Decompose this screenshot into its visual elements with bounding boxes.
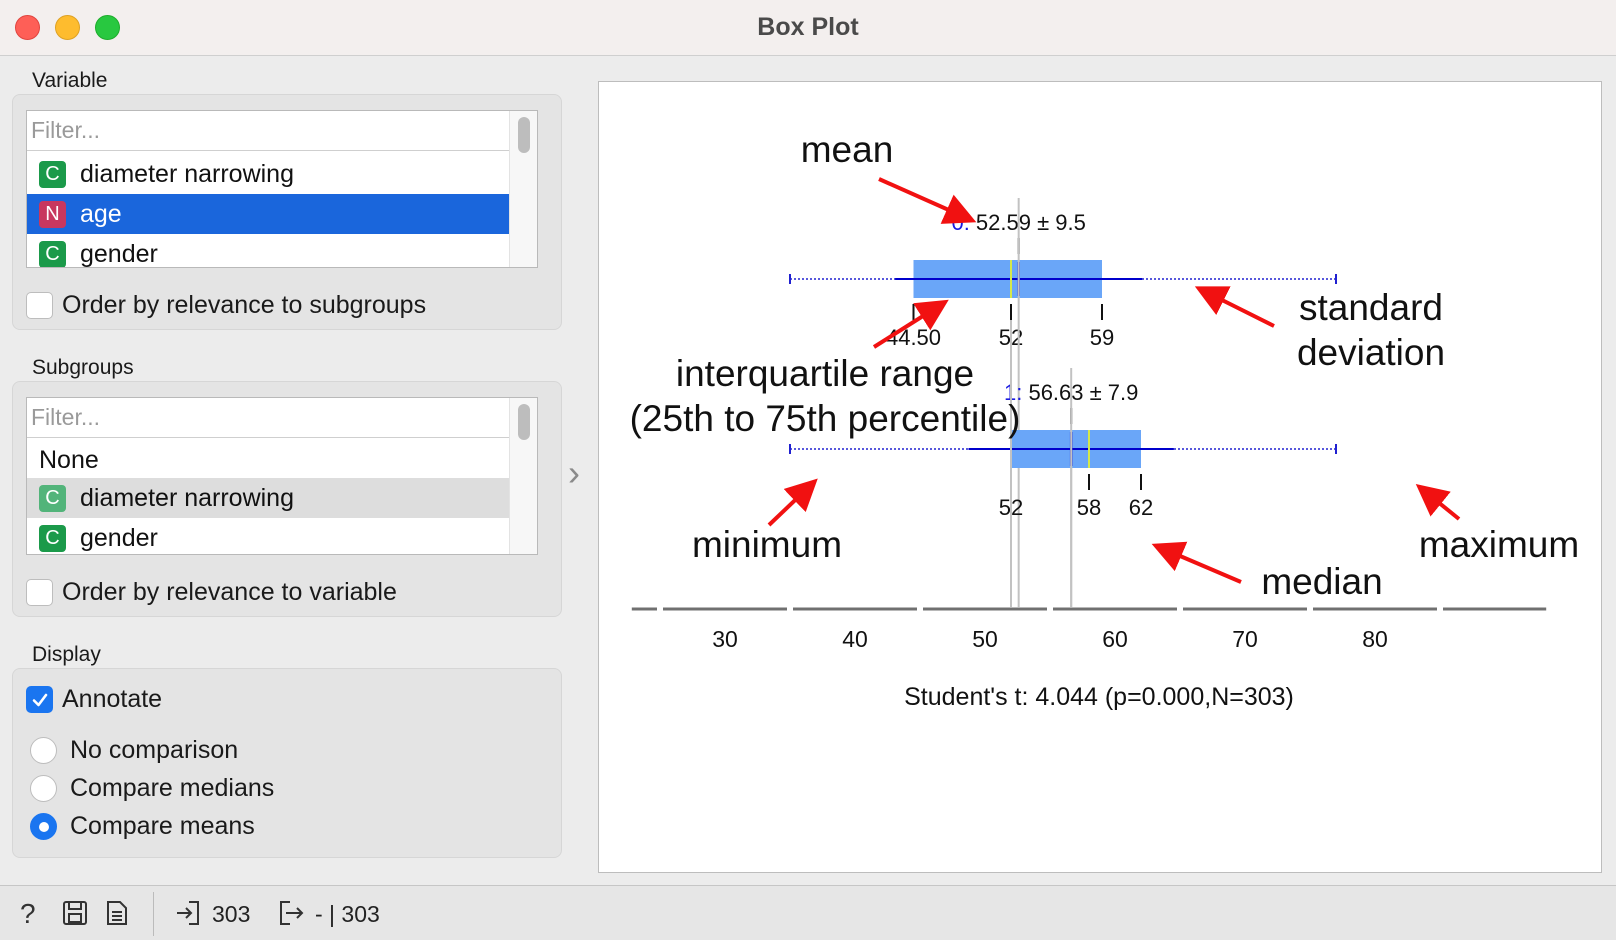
list-item-label: diameter narrowing xyxy=(80,159,294,188)
annotate-option[interactable]: Annotate xyxy=(26,685,162,714)
annotation-iqr-1: interquartile range xyxy=(676,353,974,394)
title-bar: Box Plot xyxy=(0,0,1616,56)
zoom-window-button[interactable] xyxy=(95,15,120,40)
display-group xyxy=(12,668,562,858)
window-title: Box Plot xyxy=(757,13,859,41)
annotation-std-1: standard xyxy=(1299,287,1443,328)
close-window-button[interactable] xyxy=(15,15,40,40)
variable-item-gender[interactable]: C gender xyxy=(27,234,509,268)
quartile-label: 58 xyxy=(1077,495,1101,520)
subgroups-scrollbar[interactable] xyxy=(509,398,537,554)
radio-label: No comparison xyxy=(70,736,239,764)
output-count: - | 303 xyxy=(315,901,380,927)
arrow-std xyxy=(1194,286,1275,328)
radio-button[interactable] xyxy=(30,813,57,840)
help-icon[interactable]: ? xyxy=(20,898,36,929)
output-icon xyxy=(278,900,306,933)
subgroups-section-label: Subgroups xyxy=(32,356,134,379)
quartile-label: 59 xyxy=(1090,325,1114,350)
variable-scrollbar[interactable] xyxy=(509,111,537,267)
annotation-median: median xyxy=(1261,561,1382,602)
categorical-type-icon: C xyxy=(39,160,66,188)
checkbox-label: Annotate xyxy=(62,685,163,713)
report-icon[interactable] xyxy=(105,900,129,933)
radio-label: Compare means xyxy=(70,812,255,840)
quartile-label: 62 xyxy=(1129,495,1153,520)
quartile-label: 44.50 xyxy=(886,325,941,350)
radio-compare-means[interactable]: Compare means xyxy=(30,812,255,841)
order-by-relevance-subgroups[interactable]: Order by relevance to subgroups xyxy=(26,291,426,320)
x-tick-label: 60 xyxy=(1102,626,1128,652)
checkmark-icon xyxy=(32,693,47,706)
x-axis: 30 40 50 60 70 80 xyxy=(631,607,1547,652)
annotation-mean: mean xyxy=(801,129,894,170)
variable-list[interactable]: C diameter narrowing N age C gender xyxy=(26,110,538,268)
status-divider xyxy=(153,892,154,936)
arrow-median xyxy=(1151,541,1242,584)
arrow-minimum xyxy=(767,478,818,527)
box-stat-label: 1: 56.63 ± 7.9 xyxy=(1004,380,1138,405)
variable-item-diameter-narrowing[interactable]: C diameter narrowing xyxy=(27,154,509,194)
order-subgroups-checkbox[interactable] xyxy=(26,292,53,319)
radio-button[interactable] xyxy=(30,775,57,802)
subgroup-item-diameter-narrowing[interactable]: C diameter narrowing xyxy=(27,478,509,518)
radio-button[interactable] xyxy=(30,737,57,764)
radio-compare-medians[interactable]: Compare medians xyxy=(30,774,274,803)
minimize-window-button[interactable] xyxy=(55,15,80,40)
arrow-maximum xyxy=(1415,483,1461,521)
list-item-label: gender xyxy=(80,239,158,268)
arrow-mean xyxy=(878,177,977,224)
statistic-label: Student's t: 4.044 (p=0.000,N=303) xyxy=(904,683,1294,711)
boxes: 0: 52.59 ± 9.544.50 52 591: 56.63 ± 7.952 5… xyxy=(789,198,1337,607)
group-label: 1: xyxy=(1004,380,1028,405)
x-tick-label: 30 xyxy=(712,626,738,652)
scrollbar-thumb[interactable] xyxy=(518,117,530,153)
variable-item-age[interactable]: N age xyxy=(27,194,509,234)
subgroups-list[interactable]: None C diameter narrowing C gender xyxy=(26,397,538,555)
list-item-label: diameter narrowing xyxy=(80,483,294,512)
checkbox-label: Order by relevance to subgroups xyxy=(62,291,427,319)
categorical-type-icon: C xyxy=(39,484,66,512)
annotation-minimum: minimum xyxy=(692,524,842,565)
display-section-label: Display xyxy=(32,643,101,666)
x-tick-label: 40 xyxy=(842,626,868,652)
list-item-label: age xyxy=(80,199,122,228)
save-icon[interactable] xyxy=(62,900,88,933)
variable-section-label: Variable xyxy=(32,69,108,92)
x-tick-label: 80 xyxy=(1362,626,1388,652)
order-by-relevance-variable[interactable]: Order by relevance to variable xyxy=(26,578,397,607)
status-bar: ? 303 - | 303 xyxy=(0,885,1616,940)
mean-sd-label: 52.59 ± 9.5 xyxy=(976,210,1086,235)
input-count: 303 xyxy=(212,901,251,927)
list-item-label: None xyxy=(39,445,99,474)
list-item-label: gender xyxy=(80,523,158,552)
collapse-panel-chevron-icon[interactable]: › xyxy=(568,452,580,493)
variable-filter-input[interactable] xyxy=(27,111,509,151)
box-plot-chart: 30 40 50 60 70 80 0: 52.59 ± 9.544.50 52 591: 5… xyxy=(630,129,1580,711)
categorical-type-icon: C xyxy=(39,240,66,267)
annotation-std-2: deviation xyxy=(1297,332,1445,373)
numeric-type-icon: N xyxy=(39,200,66,228)
radio-label: Compare medians xyxy=(70,774,275,802)
categorical-type-icon: C xyxy=(39,524,66,552)
subgroup-item-none[interactable]: None xyxy=(27,440,509,480)
x-tick-label: 70 xyxy=(1232,626,1258,652)
arrow-iqr xyxy=(872,299,949,349)
subgroups-filter-input[interactable] xyxy=(27,398,509,438)
radio-no-comparison[interactable]: No comparison xyxy=(30,736,238,765)
order-variable-checkbox[interactable] xyxy=(26,579,53,606)
annotation-maximum: maximum xyxy=(1419,524,1579,565)
annotate-checkbox[interactable] xyxy=(26,686,53,713)
scrollbar-thumb[interactable] xyxy=(518,404,530,440)
box-group-0: 0: 52.59 ± 9.544.50 52 59 xyxy=(789,210,1337,350)
x-tick-label: 50 xyxy=(972,626,998,652)
subgroup-item-gender[interactable]: C gender xyxy=(27,518,509,554)
input-icon xyxy=(175,900,201,933)
box-plot-area: 30 40 50 60 70 80 0: 52.59 ± 9.5 44.50 52 59 1: 5… xyxy=(598,81,1602,873)
checkbox-label: Order by relevance to variable xyxy=(62,578,397,606)
mean-sd-label: 56.63 ± 7.9 xyxy=(1028,380,1138,405)
annotation-iqr-2: (25th to 75th percentile) xyxy=(630,398,1021,439)
